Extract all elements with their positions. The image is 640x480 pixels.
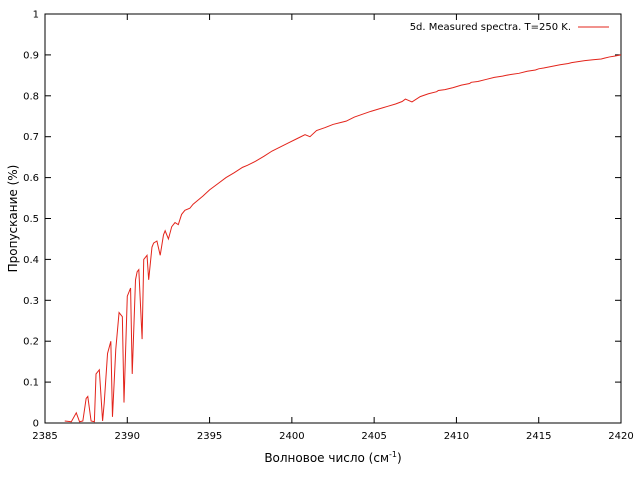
- plot-frame: [44, 13, 622, 424]
- x-axis-label-superscript: -1: [389, 450, 397, 459]
- y-tick-label: 0.8: [23, 91, 39, 102]
- y-tick-label: 0: [33, 419, 39, 430]
- x-tick-label: 2410: [444, 431, 469, 442]
- x-axis-label-end: ): [397, 451, 402, 465]
- y-tick-label: 0.7: [23, 132, 39, 143]
- y-tick-label: 0.1: [23, 378, 39, 389]
- y-tick-label: 0.4: [23, 255, 39, 266]
- legend-label: 5d. Measured spectra. T=250 K.: [410, 22, 571, 33]
- y-tick-label: 0.6: [23, 173, 39, 184]
- x-axis-label-main: Волновое число (см: [264, 451, 389, 465]
- series-line: [64, 54, 622, 423]
- y-tick-label: 0.9: [23, 50, 39, 61]
- x-tick-label: 2420: [608, 431, 633, 442]
- legend: 5d. Measured spectra. T=250 K.: [410, 22, 609, 33]
- y-tick-label: 1: [33, 10, 39, 21]
- x-tick-label: 2415: [526, 431, 551, 442]
- y-axis-label: Пропускание (%): [6, 165, 20, 273]
- x-tick-label: 2390: [115, 431, 140, 442]
- tick-labels: 2385 2390 2395 2400 2405 2410 2415 2420 0 0.1 0.2 0…: [23, 10, 634, 443]
- x-tick-label: 2400: [279, 431, 304, 442]
- axis-ticks: [44, 13, 622, 424]
- x-tick-label: 2405: [361, 431, 386, 442]
- x-tick-label: 2385: [32, 431, 57, 442]
- y-tick-label: 0.5: [23, 214, 39, 225]
- y-tick-label: 0.3: [23, 296, 39, 307]
- x-axis-label: Волновое число (см-1): [264, 450, 401, 465]
- x-tick-label: 2395: [197, 431, 222, 442]
- y-tick-label: 0.2: [23, 337, 39, 348]
